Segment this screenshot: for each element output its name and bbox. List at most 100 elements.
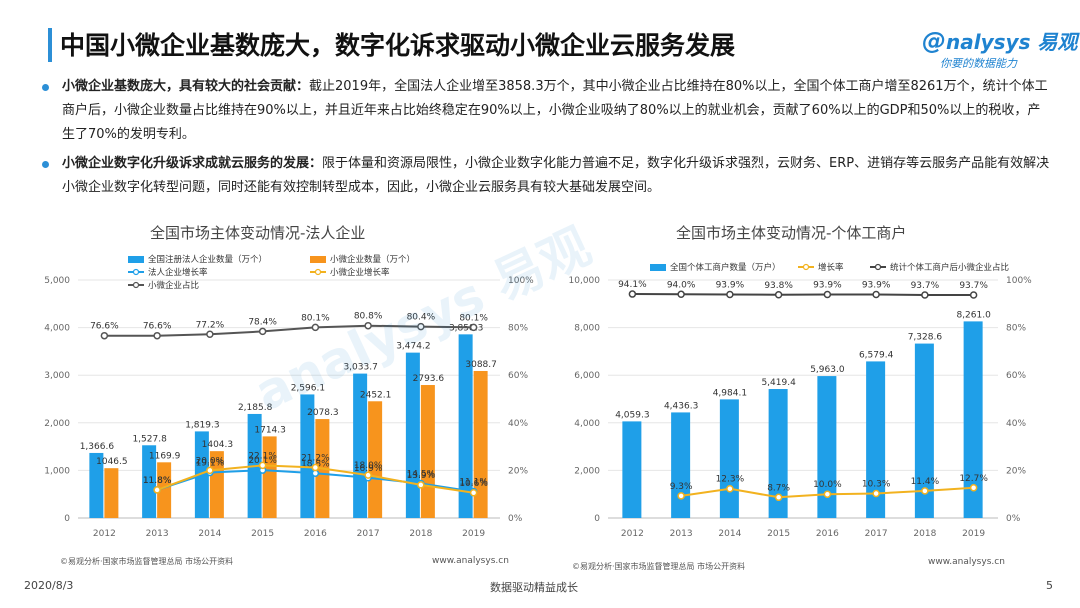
bar [914,343,934,518]
legend-label: 小微企业数量（万个） [330,254,415,265]
x-axis-tick-label: 2013 [146,529,169,539]
bar-data-label: 4,984.1 [713,388,747,398]
legend-swatch-point [874,263,882,271]
bullet-2-text: 限于体量和资源局限性，小微企业数字化能力普遍不足，数字化升级诉求强烈，云财务、E… [62,156,1050,195]
y-axis-tick-label: 3,000 [44,371,70,381]
line-point [311,463,320,472]
bar-data-label: 1,819.3 [185,420,219,430]
bar-data-label: 4,059.3 [615,410,649,420]
line-data-label: 8.7% [767,483,790,493]
x-axis-tick-label: 2012 [93,529,116,539]
y2-axis-tick-label: 100% [508,276,534,286]
bar [473,370,488,518]
line-point [872,290,880,299]
chart-legal-entities: 0 1,000 2,000 3,000 4,000 5,000 0% 20% 40% 60% 80%… [44,254,534,539]
x-axis-tick-label: 2017 [865,529,888,539]
bar [405,352,420,518]
footer-slogan: 数据驱动精益成长 [490,581,578,594]
line-point [969,484,978,492]
bar-data-label: 3,033.7 [343,363,377,373]
bar [353,373,368,518]
line-data-label: 93.8% [764,281,793,291]
x-axis-tick-label: 2017 [357,529,380,539]
analysys-logo: @nalysys 易观 你要的数据能力 [922,27,1078,70]
line-point [774,493,783,502]
line-data-label: 76.6% [143,322,172,332]
line-point [153,331,161,340]
line-point [417,481,425,489]
line-data-label: 80.8% [354,312,383,322]
legend-swatch-point [314,268,322,276]
bar [157,462,172,518]
line-point [206,330,214,339]
bar [209,451,224,518]
y2-axis-tick-label: 20% [1006,466,1026,476]
line-data-label: 94.1% [618,280,647,290]
chart-2-title: 全国市场主体变动情况-个体工商户 [676,224,907,242]
y-axis-tick-label: 4,000 [574,419,600,429]
y-axis-tick-label: 8,000 [574,324,600,334]
line-data-label: 93.7% [959,281,988,291]
line-data-label: 11.8% [143,476,172,486]
bar-data-label: 2793.6 [413,374,445,384]
x-axis-tick-label: 2016 [816,529,839,539]
y-axis-tick-label: 2,000 [44,419,70,429]
x-axis-tick-label: 2019 [462,529,485,539]
line-point [206,466,214,475]
y-axis-tick-label: 6,000 [574,371,600,381]
line-data-label: 11.4% [911,477,940,487]
line-data-label: 13.9% [407,471,436,481]
line-data-label: 93.9% [716,281,745,291]
line-data-label: 10.0% [813,480,842,490]
logo-text: nalysys 易观 [946,30,1078,54]
bar [142,445,157,518]
bar-data-label: 5,419.4 [761,378,796,388]
y-axis-tick-label: 0 [64,514,70,524]
line-data-label: 93.7% [911,281,940,291]
bar-data-label: 1,527.8 [132,434,167,444]
legend-label: 全国注册法人企业数量（万个） [148,254,267,265]
bar [963,321,983,518]
bar [671,412,691,518]
legend-swatch-point [132,281,140,289]
x-axis-tick-label: 2019 [962,529,985,539]
line-point [677,290,685,299]
bullet-dot-icon [42,84,49,91]
bar-data-label: 3,474.2 [396,342,430,352]
bar-data-label: 1169.9 [149,451,181,461]
y2-axis-tick-label: 80% [508,324,528,334]
legend-label: 小微企业增长率 [330,267,390,278]
bar [817,376,837,518]
bar [622,421,642,518]
line-point [100,331,109,340]
line-point [677,492,685,500]
line-point [311,323,320,332]
y2-axis-tick-label: 0% [508,514,523,524]
x-axis-tick-label: 2015 [767,529,790,539]
chart-individual-businesses: 0 2,000 4,000 6,000 8,000 10,000 0% 20% 40% 60% 80… [569,262,1033,539]
bar-data-label: 5,963.0 [810,365,845,375]
line-point [726,290,734,299]
legend-swatch [128,256,144,263]
bar [866,361,886,518]
line-data-label: 18.0% [354,461,383,471]
bullet-2-bold: 小微企业数字化升级诉求成就云服务的发展： [62,156,323,171]
legend-swatch [310,256,326,263]
bullet-1: 小微企业基数庞大，具有较大的社会贡献：截止2019年，全国法人企业增至3858.… [42,75,1052,147]
bar-data-label: 7,328.6 [908,333,943,343]
line-point [774,291,783,299]
y2-axis-tick-label: 60% [508,371,528,381]
line-data-label: 77.2% [196,320,225,330]
legend-swatch [650,264,666,271]
line-data-label: 80.4% [407,313,436,323]
line-point [921,291,929,299]
bar-data-label: 1,366.6 [80,442,115,452]
line-data-label: 20.0% [196,456,225,466]
line-data-label: 19.1% [196,459,225,469]
line-data-label: 93.9% [862,281,891,291]
y2-axis-tick-label: 80% [1006,324,1026,334]
line-point [872,489,880,498]
bar-data-label: 1404.3 [202,440,234,450]
legend-label: 增长率 [818,262,844,273]
x-axis-tick-label: 2016 [304,529,327,539]
